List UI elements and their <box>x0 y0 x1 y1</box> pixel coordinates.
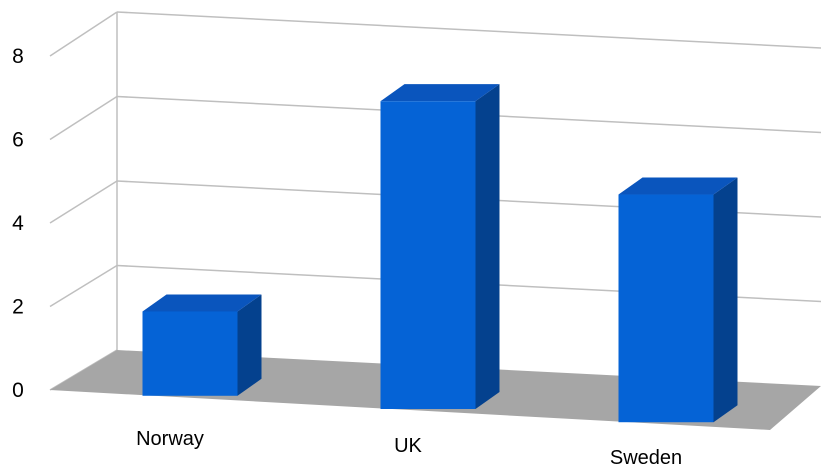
gridline-left-4 <box>49 11 118 57</box>
y-tick-label: 4 <box>12 212 24 235</box>
bar-side-face <box>475 84 500 410</box>
gridline-left-3 <box>49 95 118 141</box>
bar-top-face <box>142 294 262 312</box>
x-tick-label: UK <box>394 435 422 457</box>
y-axis-ticks: 0 2 4 6 8 <box>12 45 24 402</box>
bar-front-face <box>380 101 476 410</box>
bar-side-face <box>237 294 262 396</box>
x-axis-labels: Norway UK Sweden <box>136 428 682 469</box>
x-tick-label: Sweden <box>610 447 682 469</box>
bar-side-face <box>713 177 738 423</box>
bar-sweden <box>618 177 738 423</box>
gridline-left-1 <box>49 264 118 308</box>
y-tick-label: 2 <box>12 296 24 319</box>
x-tick-label: Norway <box>136 428 204 450</box>
y-tick-label: 6 <box>12 129 24 152</box>
bar-uk <box>380 84 500 410</box>
bars <box>142 84 738 423</box>
bar-front-face <box>618 194 714 423</box>
y-tick-label: 8 <box>12 45 24 68</box>
gridline-back-4 <box>116 11 821 49</box>
y-tick-label: 0 <box>12 379 24 402</box>
bar-top-face <box>618 177 738 195</box>
bar-front-face <box>142 311 238 396</box>
bar-norway <box>142 294 262 396</box>
bar-top-face <box>380 84 500 102</box>
gridline-left-2 <box>49 180 118 224</box>
